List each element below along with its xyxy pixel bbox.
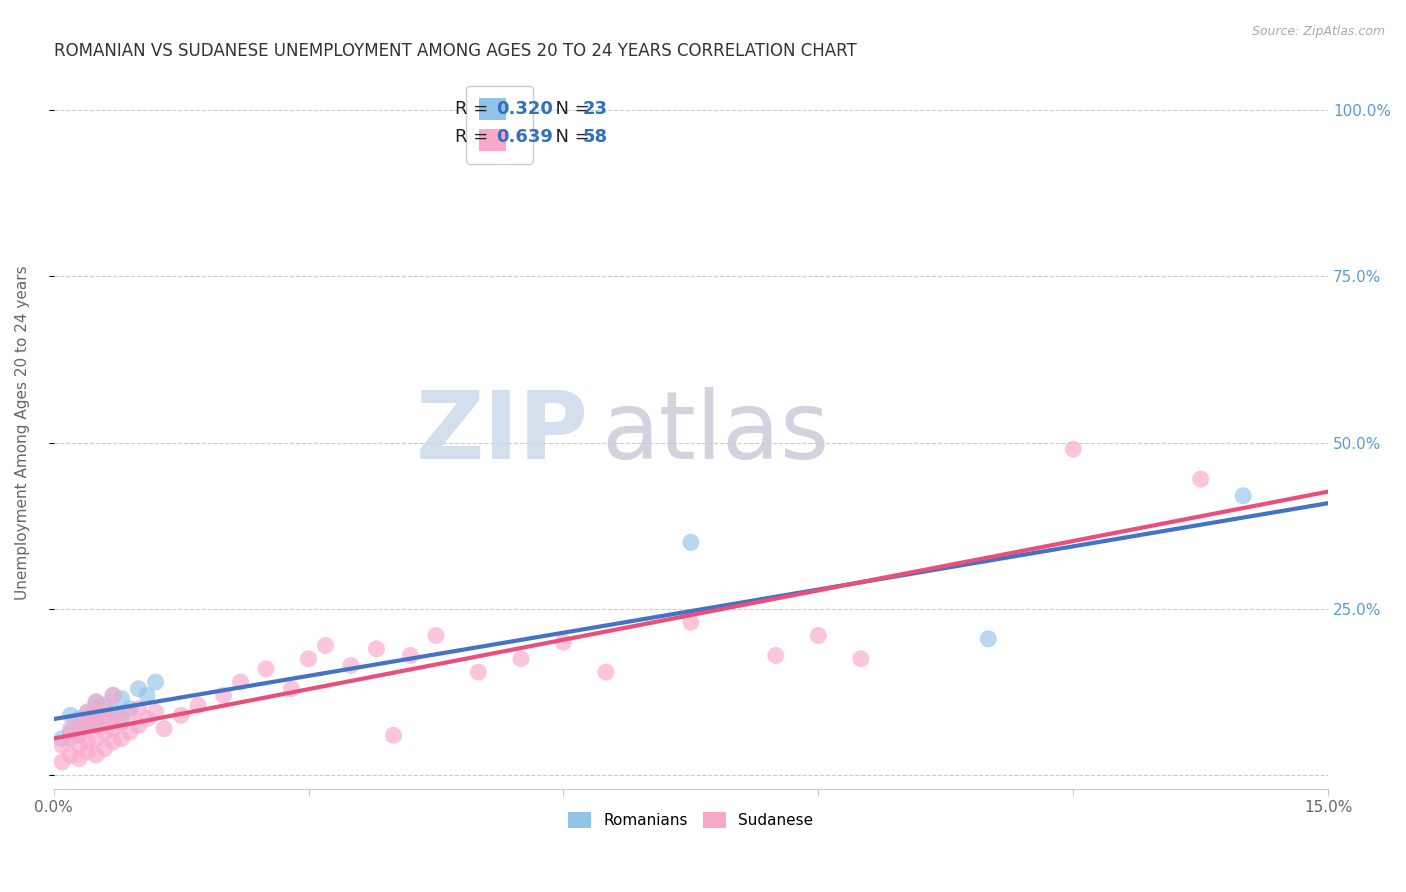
Point (110, 714, 132, 729)
Point (467, 665, 489, 679)
Point (765, 648, 787, 663)
Point (84, 695, 107, 709)
Text: N =: N = (544, 100, 596, 118)
Point (59, 708, 82, 723)
Point (76, 718, 98, 732)
Point (254, 662, 277, 676)
Point (93, 725, 115, 739)
Legend: Romanians, Sudanese: Romanians, Sudanese (562, 806, 820, 834)
Point (59, 748, 82, 763)
Point (110, 691, 132, 706)
Point (76, 735, 98, 749)
Point (93, 714, 115, 729)
Point (128, 681, 150, 696)
Point (84, 695, 107, 709)
Y-axis label: Unemployment Among Ages 20 to 24 years: Unemployment Among Ages 20 to 24 years (15, 265, 30, 600)
Text: R =: R = (456, 100, 494, 118)
Point (76, 718, 98, 732)
Point (153, 722, 176, 736)
Point (84, 701, 107, 715)
Point (93, 698, 115, 713)
Point (807, 628, 830, 642)
Point (366, 641, 388, 656)
Point (128, 701, 150, 715)
Point (145, 675, 167, 690)
Point (679, 535, 702, 549)
Point (128, 718, 150, 732)
Point (84, 714, 107, 729)
Point (67, 722, 90, 736)
Point (229, 675, 252, 690)
Point (76, 745, 98, 759)
Point (59, 722, 82, 736)
Point (510, 652, 533, 666)
Point (553, 635, 575, 649)
Point (67, 714, 90, 729)
Point (51, 739, 73, 753)
Point (297, 652, 319, 666)
Text: Source: ZipAtlas.com: Source: ZipAtlas.com (1251, 25, 1385, 38)
Point (145, 705, 167, 719)
Point (59, 731, 82, 746)
Point (101, 689, 124, 703)
Text: ROMANIAN VS SUDANESE UNEMPLOYMENT AMONG AGES 20 TO 24 YEARS CORRELATION CHART: ROMANIAN VS SUDANESE UNEMPLOYMENT AMONG … (53, 42, 856, 60)
Point (315, 639, 337, 653)
Point (1062, 442, 1084, 457)
Point (101, 735, 124, 749)
Point (120, 705, 142, 719)
Point (679, 615, 702, 630)
Point (67, 739, 90, 753)
Point (110, 731, 132, 746)
Point (280, 681, 302, 696)
Point (59, 725, 82, 739)
Point (977, 632, 1000, 646)
Point (93, 701, 115, 715)
Point (212, 689, 235, 703)
Point (1189, 472, 1212, 486)
Point (120, 725, 142, 739)
Point (120, 701, 142, 715)
Text: 23: 23 (582, 100, 607, 118)
Text: 58: 58 (582, 128, 607, 146)
Point (93, 741, 115, 756)
Point (170, 708, 193, 723)
Point (425, 628, 447, 642)
Point (136, 689, 159, 703)
Text: N =: N = (544, 128, 596, 146)
Point (1232, 489, 1254, 503)
Point (51, 731, 73, 746)
Point (101, 689, 124, 703)
Point (399, 648, 422, 663)
Point (101, 708, 124, 723)
Point (101, 722, 124, 736)
Point (595, 665, 617, 679)
Point (67, 728, 90, 742)
Point (76, 705, 98, 719)
Point (67, 712, 90, 726)
Point (84, 708, 107, 723)
Point (76, 705, 98, 719)
Point (340, 658, 363, 673)
Point (849, 652, 872, 666)
Point (84, 748, 107, 763)
Point (93, 708, 115, 723)
Text: 0.639: 0.639 (496, 128, 553, 146)
Point (84, 718, 107, 732)
Point (67, 751, 90, 765)
Point (84, 731, 107, 746)
Text: 0.320: 0.320 (496, 100, 553, 118)
Point (136, 712, 159, 726)
Point (101, 705, 124, 719)
Text: atlas: atlas (602, 386, 830, 479)
Point (187, 698, 209, 713)
Text: R =: R = (456, 128, 494, 146)
Point (51, 755, 73, 769)
Point (110, 712, 132, 726)
Point (382, 728, 405, 742)
Text: ZIP: ZIP (416, 386, 589, 479)
